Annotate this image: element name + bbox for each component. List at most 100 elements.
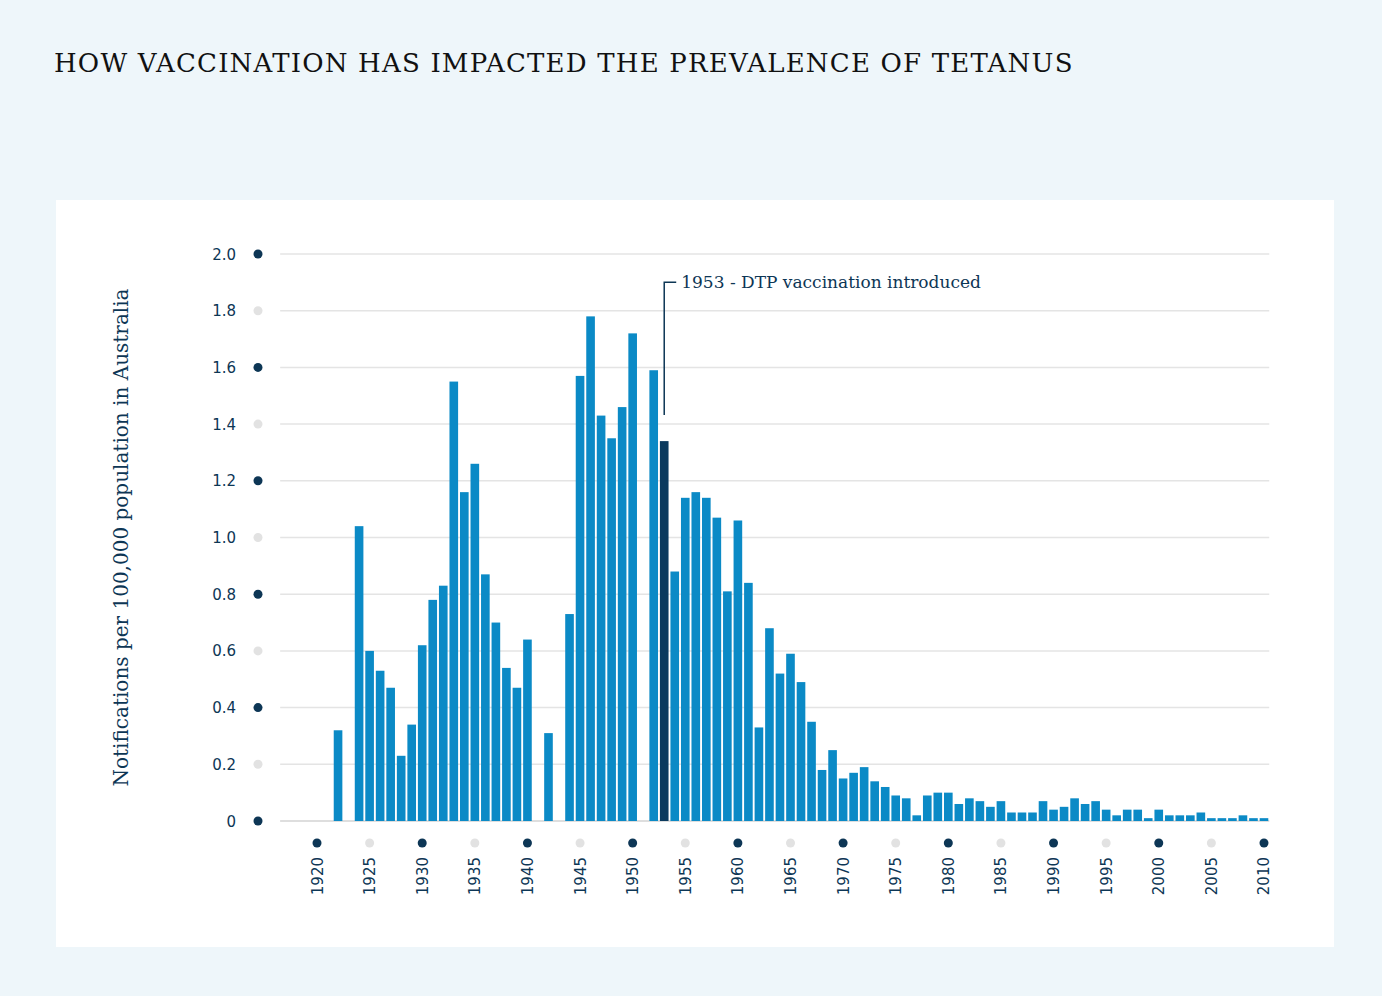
y-tick [254, 363, 263, 372]
bar [818, 770, 827, 821]
bar [544, 733, 553, 821]
bar [1228, 818, 1237, 821]
background [0, 0, 1382, 996]
panel [56, 200, 1334, 947]
bar [933, 793, 942, 821]
y-tick-label: 1.8 [212, 302, 236, 320]
bar [702, 498, 711, 821]
bar [565, 614, 574, 821]
x-tick-label: 1995 [1098, 857, 1116, 895]
bar [807, 722, 816, 821]
bar [1018, 812, 1027, 821]
y-tick [254, 760, 263, 769]
y-tick [254, 306, 263, 315]
bar [923, 795, 932, 821]
bar [355, 526, 364, 821]
x-tick [1102, 839, 1111, 848]
bar [418, 645, 427, 821]
bar [1186, 815, 1195, 821]
bar [502, 668, 511, 821]
y-tick-label: 0.8 [212, 586, 236, 604]
y-tick-label: 0.2 [212, 756, 236, 774]
bar [828, 750, 837, 821]
x-tick-label: 1930 [414, 857, 432, 895]
bar [734, 520, 743, 821]
bar [891, 795, 900, 821]
bar [449, 382, 458, 821]
y-tick-label: 0.6 [212, 642, 236, 660]
bar [376, 671, 385, 821]
x-tick-label: 1965 [782, 857, 800, 895]
bar [776, 674, 785, 821]
bar [1060, 807, 1069, 821]
y-tick [254, 703, 263, 712]
bar [744, 583, 753, 821]
bar [1039, 801, 1048, 821]
bar [691, 492, 700, 821]
y-tick [254, 817, 263, 826]
x-tick [786, 839, 795, 848]
bar [870, 781, 879, 821]
x-tick-label: 1990 [1045, 857, 1063, 895]
x-tick-label: 1945 [572, 857, 590, 895]
y-tick [254, 250, 263, 259]
bar [1197, 812, 1206, 821]
bar [649, 370, 658, 821]
bar [912, 815, 921, 821]
bar [902, 798, 911, 821]
bar [439, 586, 448, 821]
bar [1070, 798, 1079, 821]
x-tick-label: 1940 [519, 857, 537, 895]
y-tick-label: 1.0 [212, 529, 236, 547]
bar [1218, 818, 1227, 821]
x-tick-label: 1970 [835, 857, 853, 895]
x-tick-label: 1960 [729, 857, 747, 895]
bar [481, 574, 490, 821]
bar [492, 623, 501, 821]
y-tick-label: 1.2 [212, 472, 236, 490]
bar [386, 688, 395, 821]
bars [334, 316, 1269, 821]
x-tick [1049, 839, 1058, 848]
bar [797, 682, 806, 821]
bar [397, 756, 406, 821]
x-tick [470, 839, 479, 848]
y-axis-title: Notifications per 100,000 population in … [109, 288, 133, 786]
bar [1028, 812, 1037, 821]
bar [681, 498, 690, 821]
grid-line [280, 367, 1269, 369]
annotation: 1953 - DTP vaccination introduced [681, 272, 981, 292]
bar [670, 572, 679, 821]
bar [576, 376, 585, 821]
x-tick [365, 839, 374, 848]
bar [976, 801, 985, 821]
y-tick [254, 420, 263, 429]
x-tick [313, 839, 322, 848]
bar [660, 441, 669, 821]
bar [1165, 815, 1174, 821]
grid-line [280, 593, 1269, 595]
x-tick [891, 839, 900, 848]
bar [628, 333, 637, 821]
y-tick [254, 646, 263, 655]
x-tick [944, 839, 953, 848]
bar [334, 730, 343, 821]
y-tick-label: 0 [226, 813, 236, 831]
x-tick-label: 1935 [466, 857, 484, 895]
bar [586, 316, 595, 821]
bar [965, 798, 974, 821]
x-tick-label: 2005 [1203, 857, 1221, 895]
x-tick [418, 839, 427, 848]
bar [1133, 810, 1142, 821]
y-tick-label: 1.6 [212, 359, 236, 377]
bar [713, 518, 722, 821]
bar [755, 727, 764, 821]
bar [365, 651, 374, 821]
x-tick-label: 1950 [624, 857, 642, 895]
bar [786, 654, 795, 821]
x-tick-label: 2010 [1255, 857, 1273, 895]
bar [881, 787, 890, 821]
x-tick [996, 839, 1005, 848]
x-tick [523, 839, 532, 848]
bar [1123, 810, 1132, 821]
